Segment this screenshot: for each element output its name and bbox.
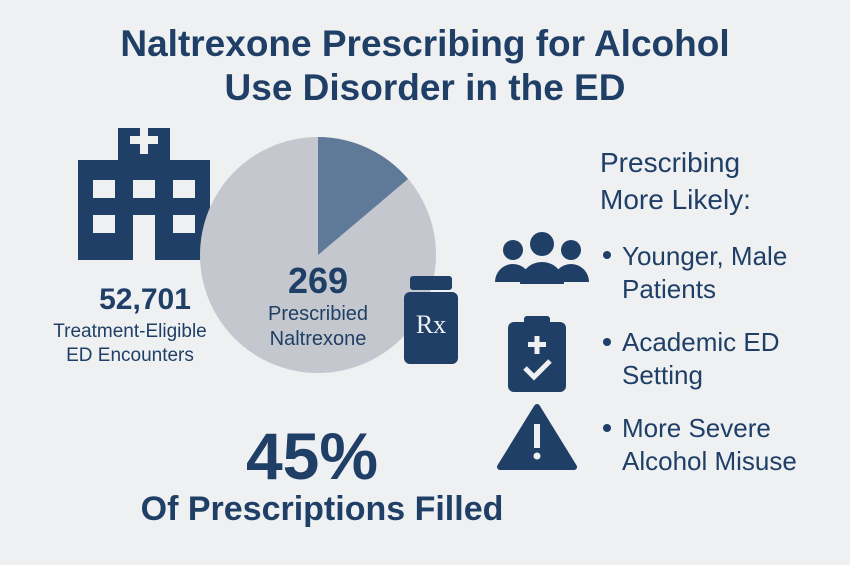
hospital-icon xyxy=(78,126,210,260)
title-line: Use Disorder in the ED xyxy=(224,67,626,108)
filled-number: 45% xyxy=(245,419,379,493)
filled-label: Of Prescriptions Filled xyxy=(140,490,504,528)
label-line: Treatment-Eligible xyxy=(53,321,207,342)
encounters-label: Treatment-Eligible ED Encounters xyxy=(53,320,206,368)
prescribed-number: 269 xyxy=(287,260,349,301)
prescribed-label: Prescribied Naltrexone xyxy=(268,302,368,352)
factor-line: Alcohol Misuse xyxy=(622,446,797,476)
label-line: Prescribied xyxy=(267,303,369,325)
heading-line: More Likely: xyxy=(600,184,751,215)
factor-line: More Severe xyxy=(622,413,771,443)
title-line: Naltrexone Prescribing for Alcohol xyxy=(120,23,730,64)
factor-line: Patients xyxy=(622,274,716,304)
label-line: Naltrexone xyxy=(269,328,367,350)
factor-line: Academic ED xyxy=(622,327,780,357)
clipboard-icon xyxy=(508,316,566,392)
rx-bottle xyxy=(404,276,458,364)
factor-item: Academic ED Setting xyxy=(622,326,780,392)
heading-line: Prescribing xyxy=(600,147,741,178)
encounters-number: 52,701 xyxy=(99,283,191,316)
warning-icon xyxy=(497,404,577,470)
title: Naltrexone Prescribing for Alcohol Use D… xyxy=(120,22,729,110)
rx-text: Rx xyxy=(415,310,447,339)
bullets xyxy=(603,251,611,432)
factors-heading: Prescribing More Likely: xyxy=(600,144,751,218)
factor-item: More Severe Alcohol Misuse xyxy=(622,412,797,478)
factor-line: Setting xyxy=(622,360,703,390)
factor-line: Younger, Male xyxy=(622,241,788,271)
factor-item: Younger, Male Patients xyxy=(622,240,787,306)
pie-slice xyxy=(318,137,408,255)
label-line: ED Encounters xyxy=(66,345,194,366)
people-icon xyxy=(495,232,589,284)
